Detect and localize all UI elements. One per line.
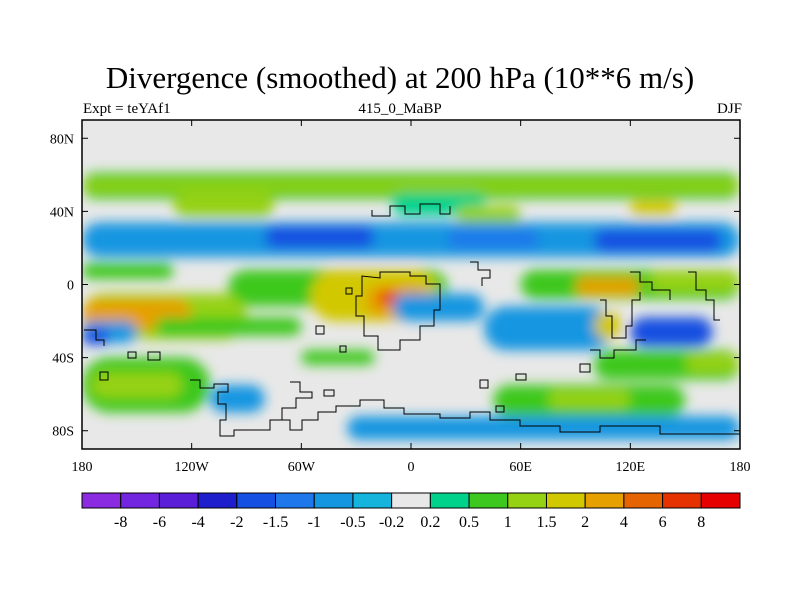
colorbar-swatch-4: [236, 492, 277, 509]
colorbar-swatch-14: [623, 492, 664, 509]
colorbar-label-5: -1: [308, 514, 321, 531]
field-region-25: [630, 317, 713, 347]
colorbar-label-4: -1.5: [263, 514, 288, 531]
coastline-outlines: [84, 203, 740, 437]
field-region-7: [264, 226, 375, 248]
colorbar-label-15: 8: [697, 514, 705, 531]
colorbar-label-7: -0.2: [379, 514, 404, 531]
colorbar-label-12: 2: [581, 514, 589, 531]
field-region-35: [347, 416, 740, 440]
field-region-8: [593, 229, 722, 252]
field-region-23: [392, 293, 485, 322]
x-tick-label-5: 120E: [616, 460, 646, 475]
colorbar-swatch-12: [545, 492, 586, 509]
field-layer: [82, 173, 740, 440]
x-tick-label-2: 60W: [288, 460, 316, 475]
colorbar-swatch-16: [700, 492, 741, 509]
colorbar-swatch-0: [81, 492, 122, 509]
x-tick-label-6: 180: [730, 460, 751, 475]
y-tick-label-2: 0: [67, 279, 74, 294]
field-region-10: [82, 262, 174, 280]
colorbar-label-9: 0.5: [459, 514, 479, 531]
colorbar-swatch-1: [120, 492, 160, 509]
colorbar-label-3: -2: [230, 514, 243, 531]
season-label: DJF: [716, 101, 742, 117]
experiment-label: Expt = teYAf1: [83, 101, 171, 117]
time-label: 415_0_MaBP: [358, 101, 442, 117]
y-tick-label-4: 80S: [52, 425, 74, 440]
field-region-22: [155, 317, 302, 336]
colorbar-swatch-9: [429, 492, 470, 509]
colorbar-swatch-2: [158, 492, 199, 509]
y-tick-label-3: 40S: [52, 352, 74, 367]
field-region-3: [173, 193, 274, 217]
colorbar-swatch-5: [275, 492, 315, 509]
field-region-1: [82, 180, 740, 192]
map-panel: [81, 119, 741, 450]
field-region-28: [685, 353, 740, 373]
colorbar-swatch-13: [584, 492, 625, 509]
field-region-32: [301, 350, 375, 365]
colorbar-swatch-6: [313, 492, 354, 509]
field-region-24: [484, 306, 613, 351]
colorbar-label-13: 4: [620, 514, 628, 531]
field-region-4: [456, 205, 521, 225]
colorbar: -8 -6 -4 -2 -1.5 -1 -0.5 -0.2 0.2 0.5 1 1.5 2 4 6 8: [81, 492, 741, 531]
colorbar-label-6: -0.5: [340, 514, 365, 531]
x-tick-label-0: 180: [72, 460, 93, 475]
colorbar-label-10: 1: [504, 514, 512, 531]
colorbar-label-14: 6: [659, 514, 667, 531]
colorbar-swatch-8: [391, 492, 431, 509]
colorbar-swatch-11: [507, 492, 547, 509]
chart-title: Divergence (smoothed) at 200 hPa (10**6 …: [105, 60, 695, 95]
y-tick-label-1: 40N: [50, 205, 74, 220]
y-axis: 80N 40N 0 40S 80S: [50, 132, 740, 440]
colorbar-label-11: 1.5: [536, 514, 556, 531]
x-tick-label-4: 60E: [509, 460, 532, 475]
field-region-16: [575, 277, 640, 296]
colorbar-label-8: 0.2: [420, 514, 440, 531]
colorbar-swatch-7: [352, 492, 393, 509]
colorbar-label-1: -6: [153, 514, 166, 531]
y-tick-label-0: 80N: [50, 132, 74, 147]
field-region-5: [630, 200, 677, 216]
colorbar-label-0: -8: [114, 514, 127, 531]
colorbar-swatch-15: [662, 492, 702, 509]
field-region-34: [548, 390, 631, 409]
field-region-30: [91, 372, 183, 398]
colorbar-swatch-10: [468, 492, 509, 509]
x-tick-label-3: 0: [408, 460, 415, 475]
colorbar-swatch-3: [197, 492, 238, 509]
field-region-9: [447, 229, 539, 248]
field-region-17: [648, 269, 740, 292]
field-region-26: [593, 311, 622, 340]
colorbar-label-2: -4: [191, 514, 204, 531]
field-region-6: [82, 222, 740, 258]
x-tick-label-1: 120W: [175, 460, 210, 475]
x-axis: 180 120W 60W 0 60E 120E 180: [72, 120, 751, 475]
